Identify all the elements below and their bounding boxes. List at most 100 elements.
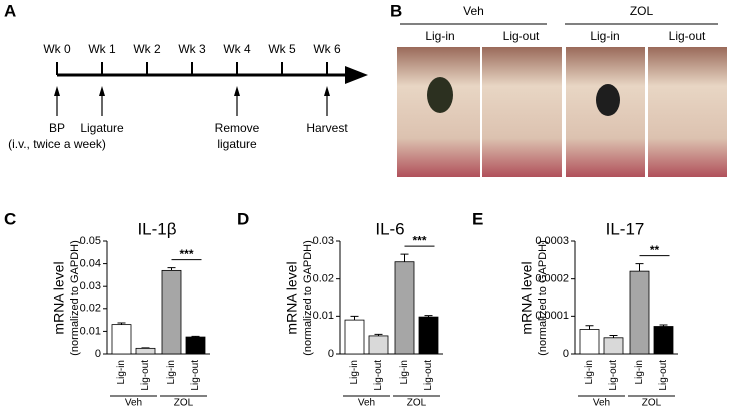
category-label: Lig-out [658, 360, 669, 391]
bar [111, 324, 132, 355]
event-label: BP [49, 121, 65, 135]
group-label: ZOL [407, 398, 427, 408]
category-label: Lig-out [140, 360, 151, 391]
chart-title: IL-17 [606, 219, 645, 238]
y-tick-label: 0 [328, 348, 334, 360]
week-label: Wk 5 [268, 42, 296, 56]
error-bar [167, 267, 176, 271]
bar [394, 261, 415, 355]
category-label: Lig-in [166, 360, 177, 384]
significance-label: *** [412, 233, 426, 247]
error-bar [424, 315, 433, 318]
y-axis-label: (normalized to GAPDH) [537, 240, 549, 356]
category-label: Lig-out [373, 360, 384, 391]
category-label: Lig-in [634, 360, 645, 384]
error-bar [400, 253, 409, 262]
panel-label: E [472, 209, 483, 228]
error-bar [191, 335, 200, 338]
bar [135, 347, 156, 355]
category-label: Lig-in [349, 360, 360, 384]
week-label: Wk 3 [178, 42, 206, 56]
group-label: Veh [358, 398, 375, 408]
week-label: Wk 1 [88, 42, 116, 56]
bar [161, 269, 182, 355]
error-bar [350, 315, 359, 321]
y-tick-label: 0 [563, 348, 569, 360]
significance-label: *** [179, 247, 193, 261]
photo [648, 47, 727, 177]
event-label: Harvest [306, 121, 348, 135]
y-tick-label: 0.01 [80, 325, 101, 337]
bar [603, 337, 624, 355]
bar [418, 316, 439, 355]
y-tick-label: 0.01 [313, 310, 334, 322]
y-axis-label: mRNA level [284, 261, 300, 334]
bar [653, 326, 674, 355]
column-label: Lig-out [503, 29, 540, 43]
panel-label: C [4, 209, 16, 228]
panel-label: D [237, 209, 249, 228]
y-tick-label: 0.03 [313, 235, 334, 247]
event-label: Ligature [80, 121, 124, 135]
group-label: Veh [593, 398, 610, 408]
group-label: Veh [125, 398, 142, 408]
y-tick-label: 0.0001 [535, 310, 569, 322]
category-label: Lig-in [584, 360, 595, 384]
group-label: ZOL [642, 398, 662, 408]
bar [344, 319, 365, 355]
week-label: Wk 2 [133, 42, 161, 56]
photo-lesion [596, 84, 620, 116]
y-axis-label: (normalized to GAPDH) [69, 240, 81, 356]
category-label: Lig-in [399, 360, 410, 384]
column-label: Lig-out [669, 29, 706, 43]
y-tick-label: 0.02 [80, 303, 101, 315]
event-label: (i.v., twice a week) [8, 137, 106, 151]
error-bar [609, 335, 618, 338]
column-label: Lig-in [590, 29, 619, 43]
category-label: Lig-out [190, 360, 201, 391]
group-label: Veh [463, 4, 484, 18]
photo-strip [397, 47, 727, 177]
y-tick-label: 0.05 [80, 235, 101, 247]
bar [185, 336, 206, 355]
chart-title: IL-6 [375, 219, 404, 238]
category-label: Lig-in [116, 360, 127, 384]
y-axis-label: mRNA level [519, 261, 535, 334]
event-arrowhead [99, 86, 105, 96]
event-arrowhead [54, 86, 60, 96]
column-label: Lig-in [425, 29, 454, 43]
event-label: ligature [217, 137, 257, 151]
error-bar [635, 263, 644, 272]
error-bar [585, 325, 594, 330]
week-label: Wk 0 [43, 42, 71, 56]
event-label: Remove [215, 121, 260, 135]
error-bar [117, 322, 126, 325]
error-bar [659, 324, 668, 327]
y-tick-label: 0.04 [80, 258, 101, 270]
y-tick-label: 0 [95, 348, 101, 360]
timeline-arrowhead [345, 66, 368, 84]
photo-lesion [427, 77, 453, 113]
chart-title: IL-1β [137, 219, 176, 238]
event-arrowhead [324, 86, 330, 96]
bar [629, 270, 650, 355]
category-label: Lig-out [608, 360, 619, 391]
event-arrowhead [234, 86, 240, 96]
bar [368, 335, 389, 355]
y-tick-label: 0.0003 [535, 235, 569, 247]
bar [579, 329, 600, 355]
error-bar [374, 333, 383, 336]
photo [482, 47, 562, 177]
group-label: ZOL [630, 4, 654, 18]
y-tick-label: 0.0002 [535, 273, 569, 285]
y-axis-label: mRNA level [51, 261, 67, 334]
panel-label: A [4, 1, 16, 20]
week-label: Wk 4 [223, 42, 251, 56]
category-label: Lig-out [423, 360, 434, 391]
group-label: ZOL [174, 398, 194, 408]
panel-label: B [390, 1, 402, 20]
y-axis-label: (normalized to GAPDH) [302, 240, 314, 356]
significance-label: ** [650, 243, 660, 257]
y-tick-label: 0.02 [313, 273, 334, 285]
